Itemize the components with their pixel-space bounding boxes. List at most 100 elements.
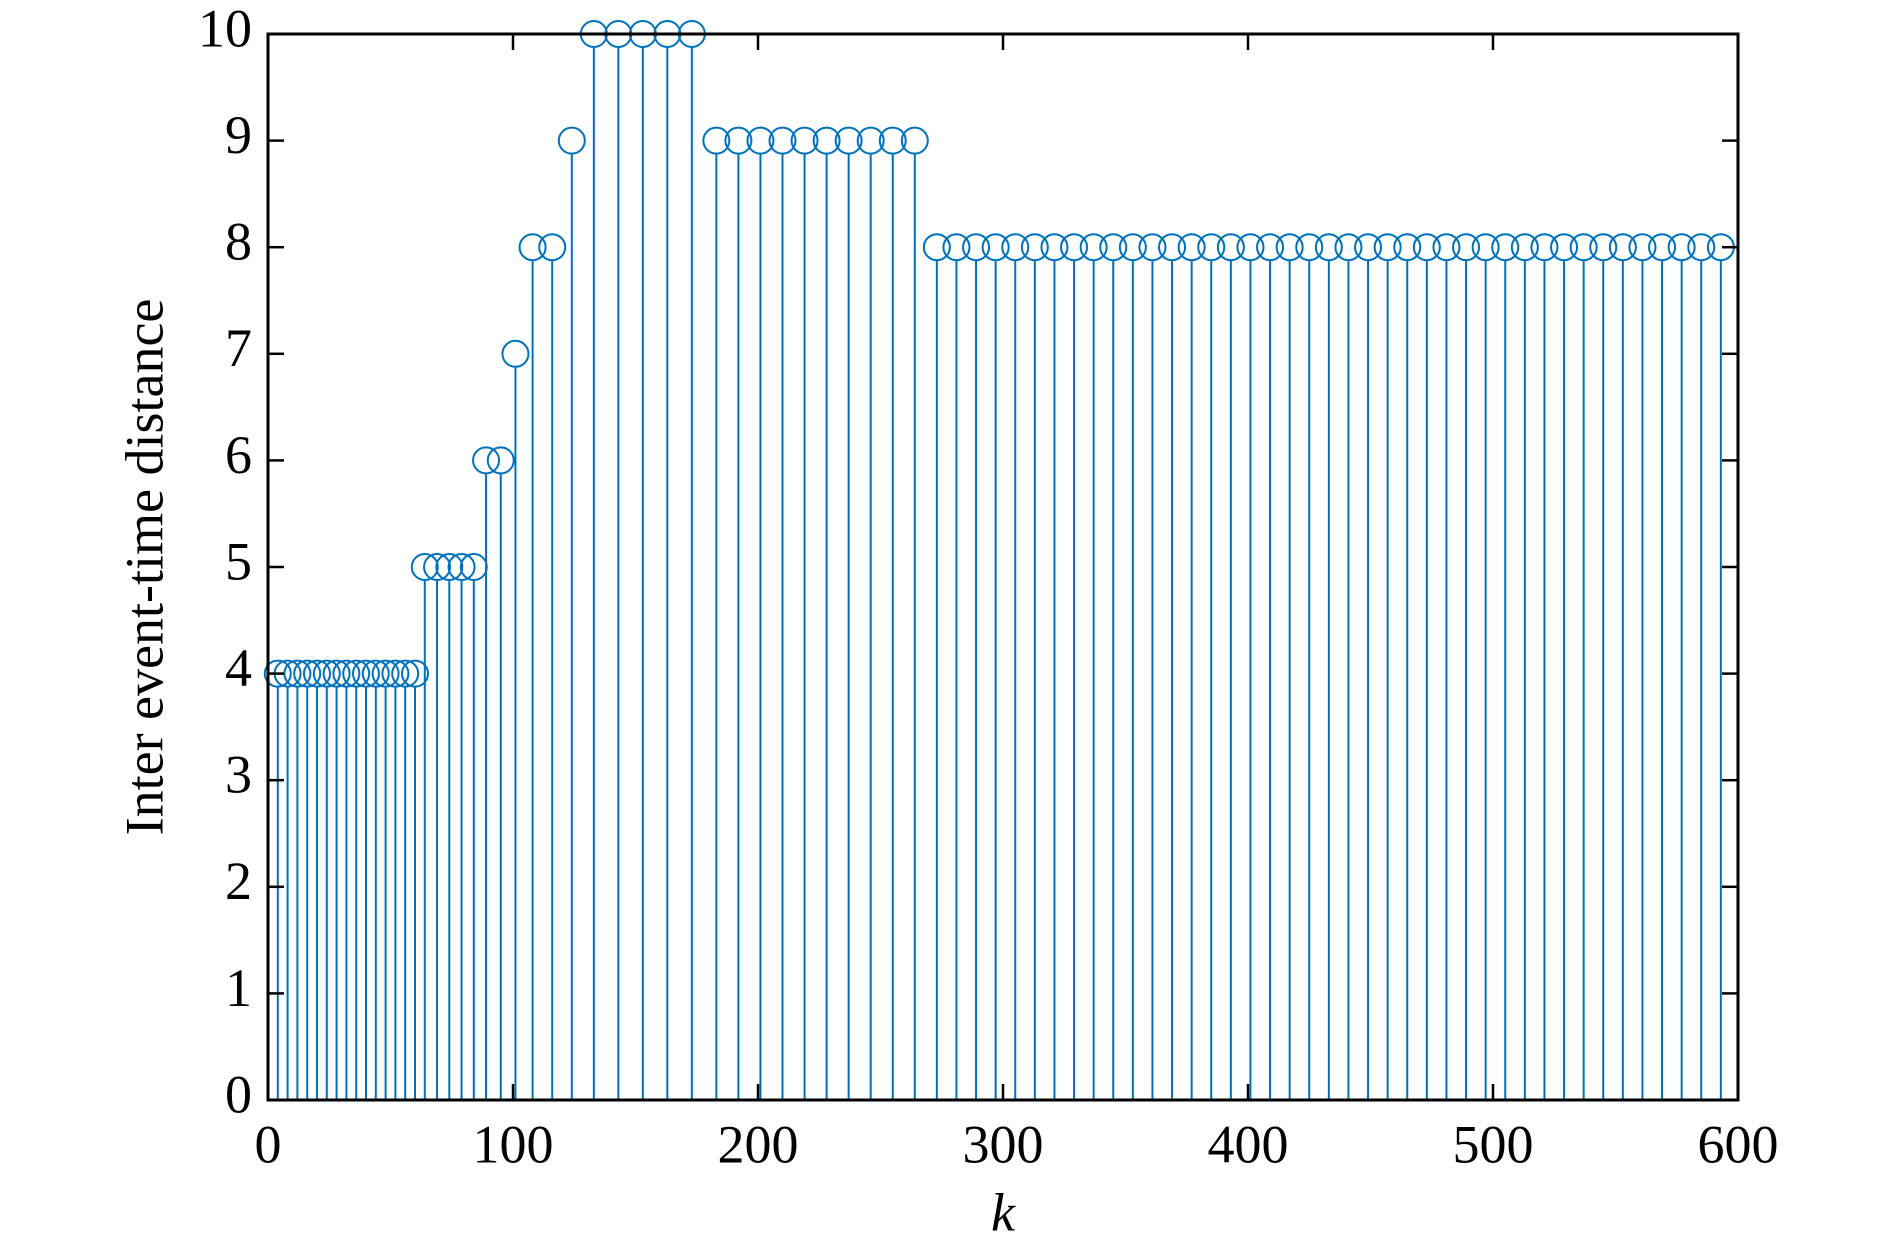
stem: [724, 126, 753, 1100]
stem: [1589, 233, 1618, 1100]
stem-marker: [1608, 233, 1637, 262]
stem-marker: [283, 659, 312, 688]
stem: [878, 126, 907, 1100]
stem: [1667, 233, 1696, 1100]
stem: [856, 126, 885, 1100]
stem: [1354, 233, 1383, 1100]
stem: [604, 20, 633, 1100]
stem-marker: [1256, 233, 1285, 262]
stem-marker: [342, 659, 371, 688]
stem-marker: [435, 553, 464, 581]
stem: [1687, 233, 1716, 1100]
stem-marker: [1491, 233, 1520, 262]
stem-marker: [322, 659, 351, 688]
x-tick-label: 400: [1208, 1114, 1289, 1174]
stem: [1373, 233, 1402, 1100]
stem: [501, 339, 530, 1100]
stem-marker: [293, 659, 322, 688]
stem-marker: [1687, 233, 1716, 262]
stem: [1452, 233, 1481, 1100]
stem-marker: [1177, 233, 1206, 262]
stem-marker: [1099, 233, 1128, 262]
stem: [1040, 233, 1069, 1100]
stem-marker: [1314, 233, 1343, 262]
stem: [303, 659, 331, 1100]
y-tick-label: 5: [225, 531, 252, 591]
x-tick-label: 100: [473, 1114, 554, 1174]
y-tick-label: 0: [225, 1064, 252, 1124]
stem: [472, 446, 501, 1100]
stem: [702, 126, 731, 1100]
stem: [1060, 233, 1089, 1100]
stem-marker: [1530, 233, 1559, 262]
stem-marker: [942, 233, 971, 262]
stem: [1491, 233, 1520, 1100]
stem: [653, 20, 682, 1100]
stem-marker: [878, 126, 907, 155]
stem: [1471, 233, 1500, 1100]
stem-marker: [447, 553, 476, 581]
y-tick-label: 6: [225, 425, 252, 485]
stem: [312, 659, 341, 1100]
stem: [1569, 233, 1598, 1100]
stem: [447, 553, 476, 1100]
stem-marker: [856, 126, 885, 155]
stem-marker: [1510, 233, 1539, 262]
stem-marker: [518, 233, 547, 262]
stem: [1099, 233, 1128, 1100]
stem: [401, 659, 429, 1100]
stem: [1608, 233, 1637, 1100]
stem: [1432, 233, 1461, 1100]
stem: [423, 553, 452, 1100]
y-tick-label: 8: [225, 212, 252, 272]
stem: [746, 126, 775, 1100]
stem-marker: [981, 233, 1010, 262]
stem-marker: [1040, 233, 1069, 262]
stem-marker: [746, 126, 775, 155]
stem: [342, 659, 371, 1100]
stem-marker: [381, 659, 410, 688]
stem: [1628, 233, 1657, 1100]
stem-marker: [1452, 233, 1481, 262]
stem-marker: [790, 126, 819, 155]
stem-marker: [401, 659, 429, 688]
stem-marker: [1079, 233, 1108, 262]
stem-marker: [1354, 233, 1383, 262]
stem: [1510, 233, 1539, 1100]
stem-marker: [371, 659, 400, 688]
stem: [322, 659, 351, 1100]
stem-marker: [263, 659, 292, 688]
x-tick-label: 200: [718, 1114, 799, 1174]
stem: [981, 233, 1010, 1100]
stem-marker: [423, 553, 452, 581]
stem: [371, 659, 400, 1100]
stem-marker: [1667, 233, 1696, 262]
stem-marker: [472, 446, 501, 475]
stem-marker: [1158, 233, 1187, 262]
stem-marker: [834, 126, 863, 155]
stem: [332, 659, 361, 1100]
y-axis-label: Inter event-time distance: [114, 299, 174, 836]
stem: [1393, 233, 1422, 1100]
stem: [538, 233, 567, 1100]
stem: [557, 126, 586, 1100]
x-axis-label: k: [991, 1182, 1016, 1242]
stem-marker: [1020, 233, 1049, 262]
stem: [1295, 233, 1324, 1100]
stem: [435, 553, 464, 1100]
stem-marker: [1138, 233, 1167, 262]
stem: [812, 126, 841, 1100]
stem: [1158, 233, 1187, 1100]
stem-marker: [922, 233, 951, 262]
plot-frame: [266, 32, 1740, 1102]
stem: [486, 446, 515, 1100]
stem-marker: [501, 339, 530, 368]
stem: [391, 659, 420, 1100]
stem-marker: [1118, 233, 1147, 262]
stem: [263, 659, 292, 1100]
stem: [1275, 233, 1304, 1100]
stem-marker: [410, 553, 439, 581]
y-tick-label: 9: [225, 105, 252, 165]
stem-marker: [391, 659, 420, 688]
